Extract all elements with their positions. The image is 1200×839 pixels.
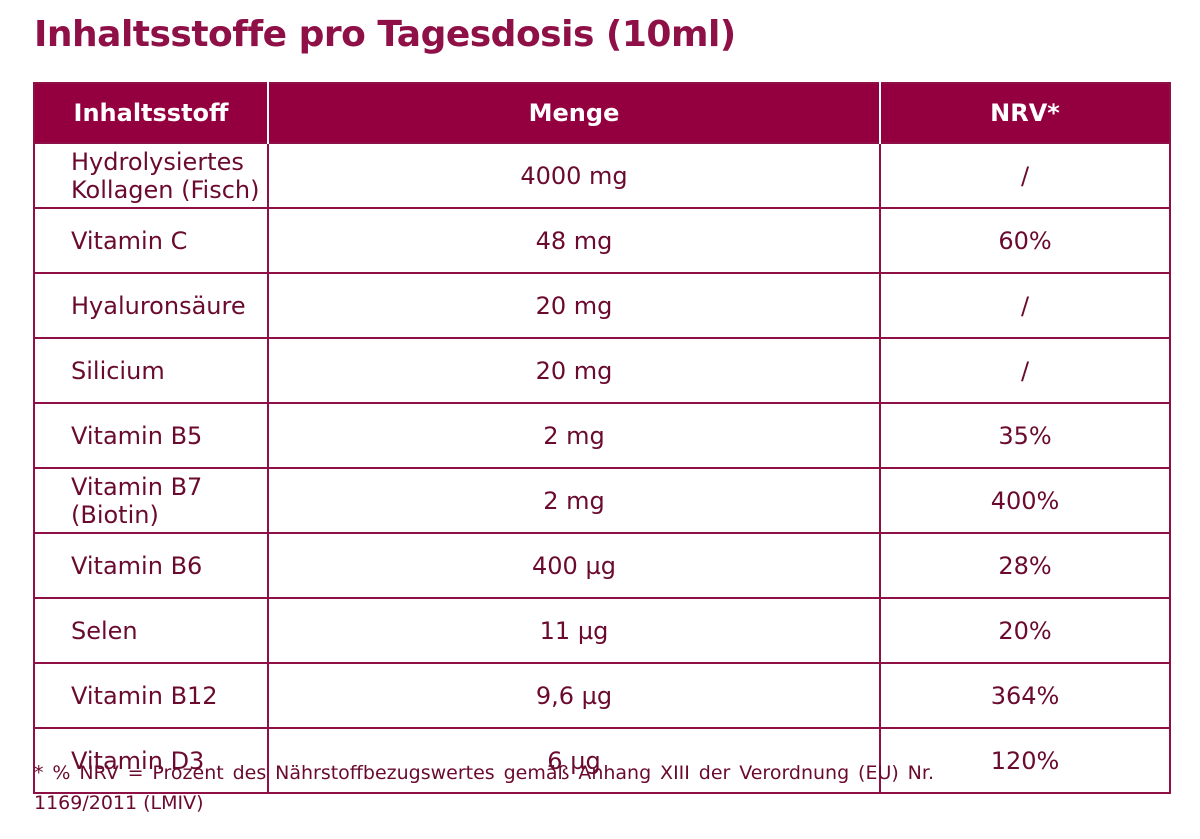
table-cell: 20% <box>879 597 1170 663</box>
table-cell: 2 mg <box>267 402 880 468</box>
table-cell: 11 µg <box>267 597 880 663</box>
table-cell: 120% <box>879 727 1170 793</box>
header-cell: Menge <box>267 83 880 143</box>
table-row: Selen 11 µg 20% <box>34 597 1170 663</box>
table-cell: 2 mg <box>267 467 880 533</box>
table-cell: 20 mg <box>267 272 880 338</box>
table-cell: / <box>879 142 1170 208</box>
table-cell: Hydrolysiertes Kollagen (Fisch) <box>34 142 268 208</box>
table-cell: 6 µg <box>267 727 880 793</box>
table-cell: Vitamin B12 <box>34 662 268 728</box>
table-cell: Vitamin B6 <box>34 532 268 598</box>
table-cell: / <box>879 337 1170 403</box>
table-cell: 4000 mg <box>267 142 880 208</box>
table-cell: Silicium <box>34 337 268 403</box>
table-cell: Vitamin D3 <box>34 727 268 793</box>
table-cell: Hyaluronsäure <box>34 272 268 338</box>
table-row: Vitamin B6 400 µg 28% <box>34 532 1170 598</box>
table-body: Hydrolysiertes Kollagen (Fisch) 4000 mg / V… <box>34 142 1170 793</box>
footnote: * % NRV = Prozent des Nährstoffbezugswer… <box>34 762 934 814</box>
table-row: Vitamin B7 (Biotin) 2 mg 400% <box>34 467 1170 533</box>
table-cell: Vitamin B7 (Biotin) <box>34 467 268 533</box>
table-cell: 28% <box>879 532 1170 598</box>
table-row: Hydrolysiertes Kollagen (Fisch) 4000 mg / <box>34 142 1170 208</box>
title: Inhaltsstoffe pro Tagesdosis (10ml) <box>34 14 736 55</box>
ingredients-table: Inhaltsstoff Menge NRV* Hydrolysiertes Kol… <box>33 82 1171 794</box>
table-cell: 364% <box>879 662 1170 728</box>
table-cell: 20 mg <box>267 337 880 403</box>
header-cell: NRV* <box>879 83 1170 143</box>
table-row: Vitamin B12 9,6 µg 364% <box>34 662 1170 728</box>
header-cell: Inhaltsstoff <box>34 83 268 143</box>
table-cell: Vitamin C <box>34 207 268 273</box>
table-row: Silicium 20 mg / <box>34 337 1170 403</box>
table-cell: 35% <box>879 402 1170 468</box>
table-cell: Vitamin B5 <box>34 402 268 468</box>
header-row: Inhaltsstoff Menge NRV* <box>34 83 1170 143</box>
table-cell: / <box>879 272 1170 338</box>
table-cell: 400% <box>879 467 1170 533</box>
table-cell: 48 mg <box>267 207 880 273</box>
table-cell: Selen <box>34 597 268 663</box>
table-row: Vitamin D3 6 µg 120% <box>34 727 1170 793</box>
table-cell: 9,6 µg <box>267 662 880 728</box>
table-row: Hyaluronsäure 20 mg / <box>34 272 1170 338</box>
table-cell: 60% <box>879 207 1170 273</box>
table-row: Vitamin B5 2 mg 35% <box>34 402 1170 468</box>
table-cell: 400 µg <box>267 532 880 598</box>
table-row: Vitamin C 48 mg 60% <box>34 207 1170 273</box>
